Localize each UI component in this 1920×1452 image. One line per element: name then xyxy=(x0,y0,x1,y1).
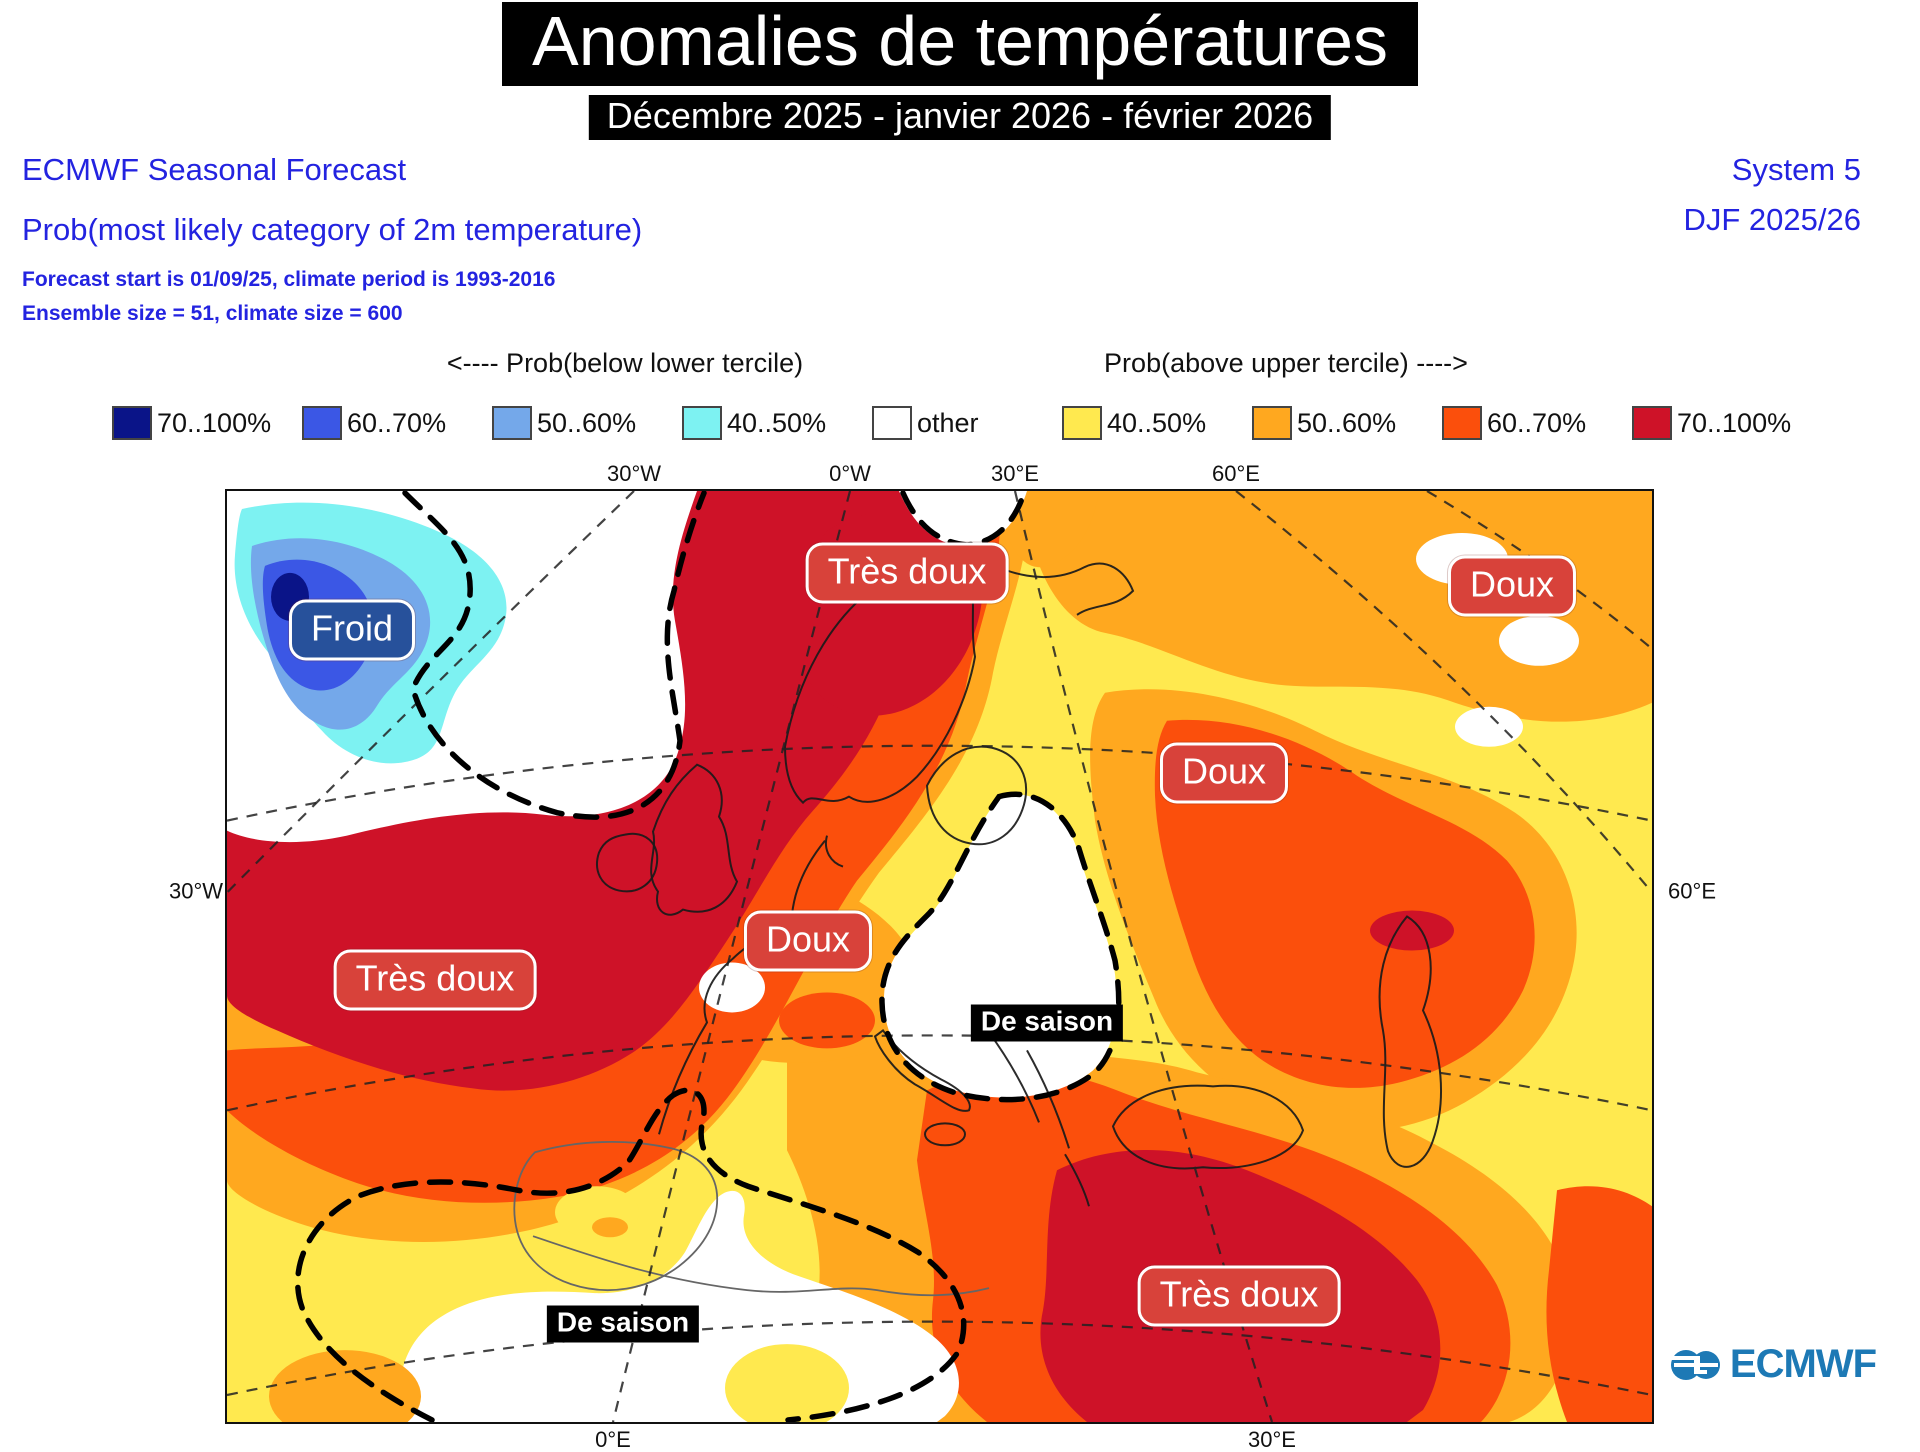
graticule-tick: 30°W xyxy=(169,878,224,904)
map-label-froid: Froid xyxy=(288,599,416,661)
legend-label: 40..50% xyxy=(727,407,827,438)
product-title: ECMWF Seasonal Forecast xyxy=(22,152,407,187)
page-subtitle: Décembre 2025 - janvier 2026 - février 2… xyxy=(588,95,1332,140)
forecast-map: Très doux Doux Froid Doux Doux De saison Très … xyxy=(169,461,1716,1452)
legend-swatch-yellow xyxy=(1062,406,1102,440)
legend-swatch-darkred xyxy=(1632,406,1672,440)
above-tercile-caption: Prob(above upper tercile) ----> xyxy=(1104,348,1468,378)
season-label: DJF 2025/26 xyxy=(1683,202,1862,237)
legend-item: 60..70% xyxy=(1442,406,1632,440)
map-labels: Très doux Doux Froid Doux Doux De saison Très … xyxy=(227,491,1652,1422)
graticule-tick: 30°E xyxy=(991,461,1039,486)
system-label: System 5 xyxy=(1731,152,1861,187)
legend-label: 40..50% xyxy=(1107,407,1207,438)
legend-swatch-white xyxy=(872,406,912,440)
legend-swatch-orange xyxy=(1252,406,1292,440)
graticule-tick: 30°E xyxy=(1248,1427,1296,1452)
map-label-très-doux: Très doux xyxy=(333,949,537,1011)
legend-label: 60..70% xyxy=(347,407,447,438)
graticule-tick: 60°E xyxy=(1212,461,1260,486)
variable-title: Prob(most likely category of 2m temperat… xyxy=(22,212,643,247)
legend-swatch-orangered xyxy=(1442,406,1482,440)
legend-item: 40..50% xyxy=(682,406,872,440)
ecmwf-logo-icon xyxy=(1669,1349,1720,1380)
map-label-doux: Doux xyxy=(1159,742,1289,804)
map-label-très-doux: Très doux xyxy=(1137,1265,1341,1327)
legend-item: 40..50% xyxy=(1062,406,1252,440)
below-tercile-caption: <---- Prob(below lower tercile) xyxy=(446,348,804,378)
map-label-de-saison: De saison xyxy=(546,1305,700,1343)
forecast-info: Forecast start is 01/09/25, climate peri… xyxy=(22,268,556,291)
ensemble-info: Ensemble size = 51, climate size = 600 xyxy=(22,302,403,325)
graticule-tick: 0°W xyxy=(829,461,871,486)
legend-item: 60..70% xyxy=(302,406,492,440)
legend-item: 50..60% xyxy=(492,406,682,440)
legend-label: other xyxy=(917,407,979,438)
legend-label: 50..60% xyxy=(1297,407,1397,438)
legend-item: 70..100% xyxy=(1632,406,1822,440)
coastlines xyxy=(513,551,1442,1297)
legend-item: other xyxy=(872,406,1062,440)
legend-label: 50..60% xyxy=(537,407,637,438)
map-label-de-saison: De saison xyxy=(970,1004,1124,1042)
legend-swatch-lblue xyxy=(492,406,532,440)
map-label-doux: Doux xyxy=(743,910,873,972)
page-title: Anomalies de températures xyxy=(502,2,1418,87)
legend-swatch-royal xyxy=(302,406,342,440)
ecmwf-logo: ECMWF xyxy=(1669,1342,1877,1387)
legend-item: 70..100% xyxy=(112,406,302,440)
legend-swatch-navy xyxy=(112,406,152,440)
graticule-tick: 30°W xyxy=(606,461,662,486)
legend-label: 70..100% xyxy=(1677,407,1792,438)
legend-swatch-cyan xyxy=(682,406,722,440)
legend-label: 70..100% xyxy=(157,407,272,438)
graticule-tick: 0°E xyxy=(595,1427,631,1452)
legend-label: 60..70% xyxy=(1487,407,1587,438)
probability-contours xyxy=(294,491,1122,1422)
ecmwf-logo-text: ECMWF xyxy=(1729,1342,1877,1386)
graticule-tick: 60°E xyxy=(1668,878,1716,904)
map-label-doux: Doux xyxy=(1447,555,1577,617)
map-label-très-doux: Très doux xyxy=(805,542,1009,604)
legend-item: 50..60% xyxy=(1252,406,1442,440)
europe-map-svg xyxy=(227,491,1652,1422)
legend-items: 70..100% 60..70% 50..60% 40..50% other 40..50… xyxy=(112,406,1822,440)
